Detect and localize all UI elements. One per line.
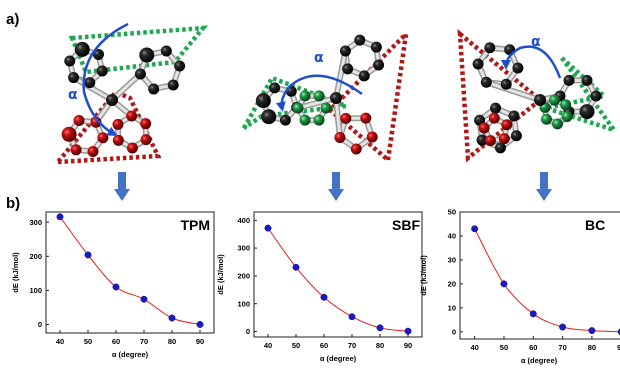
tpm-data-point <box>56 213 64 221</box>
tpm-y-tick-label: 100 <box>29 286 42 295</box>
atoms <box>472 42 602 154</box>
tpm-y-axis-title: dE (kJ/mol) <box>11 252 20 293</box>
tpm-x-tick-label: 70 <box>140 337 148 346</box>
tpm-axes: 0 100 200 300 40 50 60 70 80 90 <box>29 211 215 346</box>
tpm-x-tick-label: 90 <box>196 337 204 346</box>
bc-x-tick-label: 80 <box>588 343 596 352</box>
sbf-y-tick-label: 200 <box>237 271 250 280</box>
bc-y-tick-label: 0 <box>452 327 456 336</box>
bc-data-point <box>471 225 479 233</box>
tpm-x-tick-label: 40 <box>56 337 64 346</box>
alpha-angle-arrow <box>501 45 562 79</box>
alpha-angle-arrow <box>82 22 129 136</box>
sbf-data-point <box>348 313 356 321</box>
tpm-fit-curve <box>59 216 201 325</box>
green-dotted-guide <box>537 56 620 135</box>
tpm-y-tick-label: 300 <box>29 218 42 227</box>
tpm-y-tick-label: 0 <box>38 320 42 329</box>
tpm-data-point <box>140 295 148 303</box>
tpm-data-point <box>84 251 92 259</box>
tpm-x-tick-label: 60 <box>112 337 120 346</box>
sbf-down-arrow <box>328 172 344 201</box>
bc-y-tick-label: 50 <box>448 208 456 217</box>
sbf-fit-curve <box>267 227 409 332</box>
bc-x-tick-label: 60 <box>529 343 537 352</box>
sbf-molecule-illustration <box>242 27 410 165</box>
bc-y-tick-label: 20 <box>448 279 456 288</box>
sbf-data-point <box>404 327 412 335</box>
sbf-data-point <box>320 293 328 301</box>
sbf-y-tick-label: 400 <box>237 216 250 225</box>
bc-x-axis-title: α (degree) <box>521 356 558 365</box>
bc-data-point <box>588 327 596 335</box>
sbf-energy-chart: 0 100 200 300 400 40 50 60 70 80 90 dE (kJ/mol) α (d… <box>216 211 423 363</box>
bc-energy-chart: 0 10 20 30 40 50 40 50 60 70 80 90 dE (kJ/mol) α (deg… <box>419 208 620 365</box>
atoms <box>61 41 186 157</box>
bc-y-tick-label: 40 <box>448 232 456 241</box>
tpm-data-point <box>112 283 120 291</box>
green-dotted-guide <box>68 25 209 75</box>
tpm-chart-title: TPM <box>180 217 210 233</box>
tpm-alpha-label: α <box>68 87 78 103</box>
tpm-energy-chart: 0 100 200 300 40 50 60 70 80 90 dE (kJ/mol) α (degr… <box>11 211 215 359</box>
bc-down-arrow <box>536 172 552 201</box>
tpm-x-tick-label: 80 <box>168 337 176 346</box>
green-dotted-guide <box>242 75 347 130</box>
bc-y-tick-label: 10 <box>448 303 456 312</box>
sbf-data-point <box>264 224 272 232</box>
alpha-angle-arrow <box>275 74 363 112</box>
bc-x-tick-label: 70 <box>558 343 566 352</box>
tpm-x-tick-label: 50 <box>84 337 92 346</box>
sbf-alpha-label: α <box>314 50 324 66</box>
tpm-data-point <box>196 321 204 328</box>
sbf-data-point <box>292 263 300 271</box>
sbf-x-tick-label: 90 <box>404 341 412 350</box>
bc-fit-curve <box>474 228 620 333</box>
sbf-y-axis-title: dE (kJ/mol) <box>216 254 225 295</box>
bc-x-tick-label: 50 <box>500 343 508 352</box>
bc-chart-title: BC <box>585 217 605 233</box>
tpm-molecule-illustration <box>52 22 209 165</box>
sbf-y-tick-label: 300 <box>237 244 250 253</box>
sbf-x-tick-label: 80 <box>376 341 384 350</box>
sbf-chart-title: SBF <box>392 217 420 233</box>
tpm-data-point <box>168 314 176 322</box>
tpm-x-axis-title: α (degree) <box>112 350 149 359</box>
sbf-y-tick-label: 0 <box>246 327 250 336</box>
bc-molecule-illustration <box>457 28 620 163</box>
sbf-x-tick-label: 40 <box>264 341 272 350</box>
sbf-x-tick-label: 60 <box>320 341 328 350</box>
sbf-y-tick-label: 100 <box>237 299 250 308</box>
bc-x-tick-label: 90 <box>617 343 620 352</box>
bc-data-point <box>559 323 567 331</box>
panel-a-label: a) <box>6 11 19 28</box>
tpm-down-arrow <box>114 172 130 201</box>
sbf-data-point <box>376 324 384 332</box>
tpm-y-tick-label: 200 <box>29 252 42 261</box>
bc-x-tick-label: 40 <box>470 343 478 352</box>
bc-axes: 0 10 20 30 40 50 40 50 60 70 80 90 <box>448 208 620 352</box>
bc-y-tick-label: 30 <box>448 256 456 265</box>
bc-y-axis-title: dE (kJ/mol) <box>419 255 428 296</box>
red-dotted-guide <box>52 89 162 165</box>
bc-data-point <box>500 280 508 288</box>
sbf-x-axis-title: α (degree) <box>320 354 357 363</box>
panel-b-label: b) <box>6 195 20 212</box>
sbf-axes: 0 100 200 300 400 40 50 60 70 80 90 <box>237 211 423 350</box>
bc-data-point <box>529 310 537 318</box>
bc-alpha-label: α <box>531 34 541 50</box>
sbf-x-tick-label: 70 <box>348 341 356 350</box>
red-dotted-guide <box>326 27 410 165</box>
sbf-x-tick-label: 50 <box>292 341 300 350</box>
